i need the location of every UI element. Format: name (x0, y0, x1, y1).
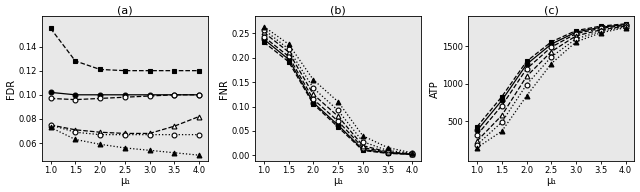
Y-axis label: FDR: FDR (6, 79, 15, 99)
X-axis label: μ₁: μ₁ (333, 176, 343, 186)
Y-axis label: FNR: FNR (219, 79, 229, 99)
Title: (a): (a) (117, 6, 132, 16)
Y-axis label: ATP: ATP (429, 80, 440, 98)
Title: (c): (c) (544, 6, 559, 16)
Title: (b): (b) (330, 6, 346, 16)
X-axis label: μ₁: μ₁ (547, 176, 556, 186)
X-axis label: μ₁: μ₁ (120, 176, 130, 186)
